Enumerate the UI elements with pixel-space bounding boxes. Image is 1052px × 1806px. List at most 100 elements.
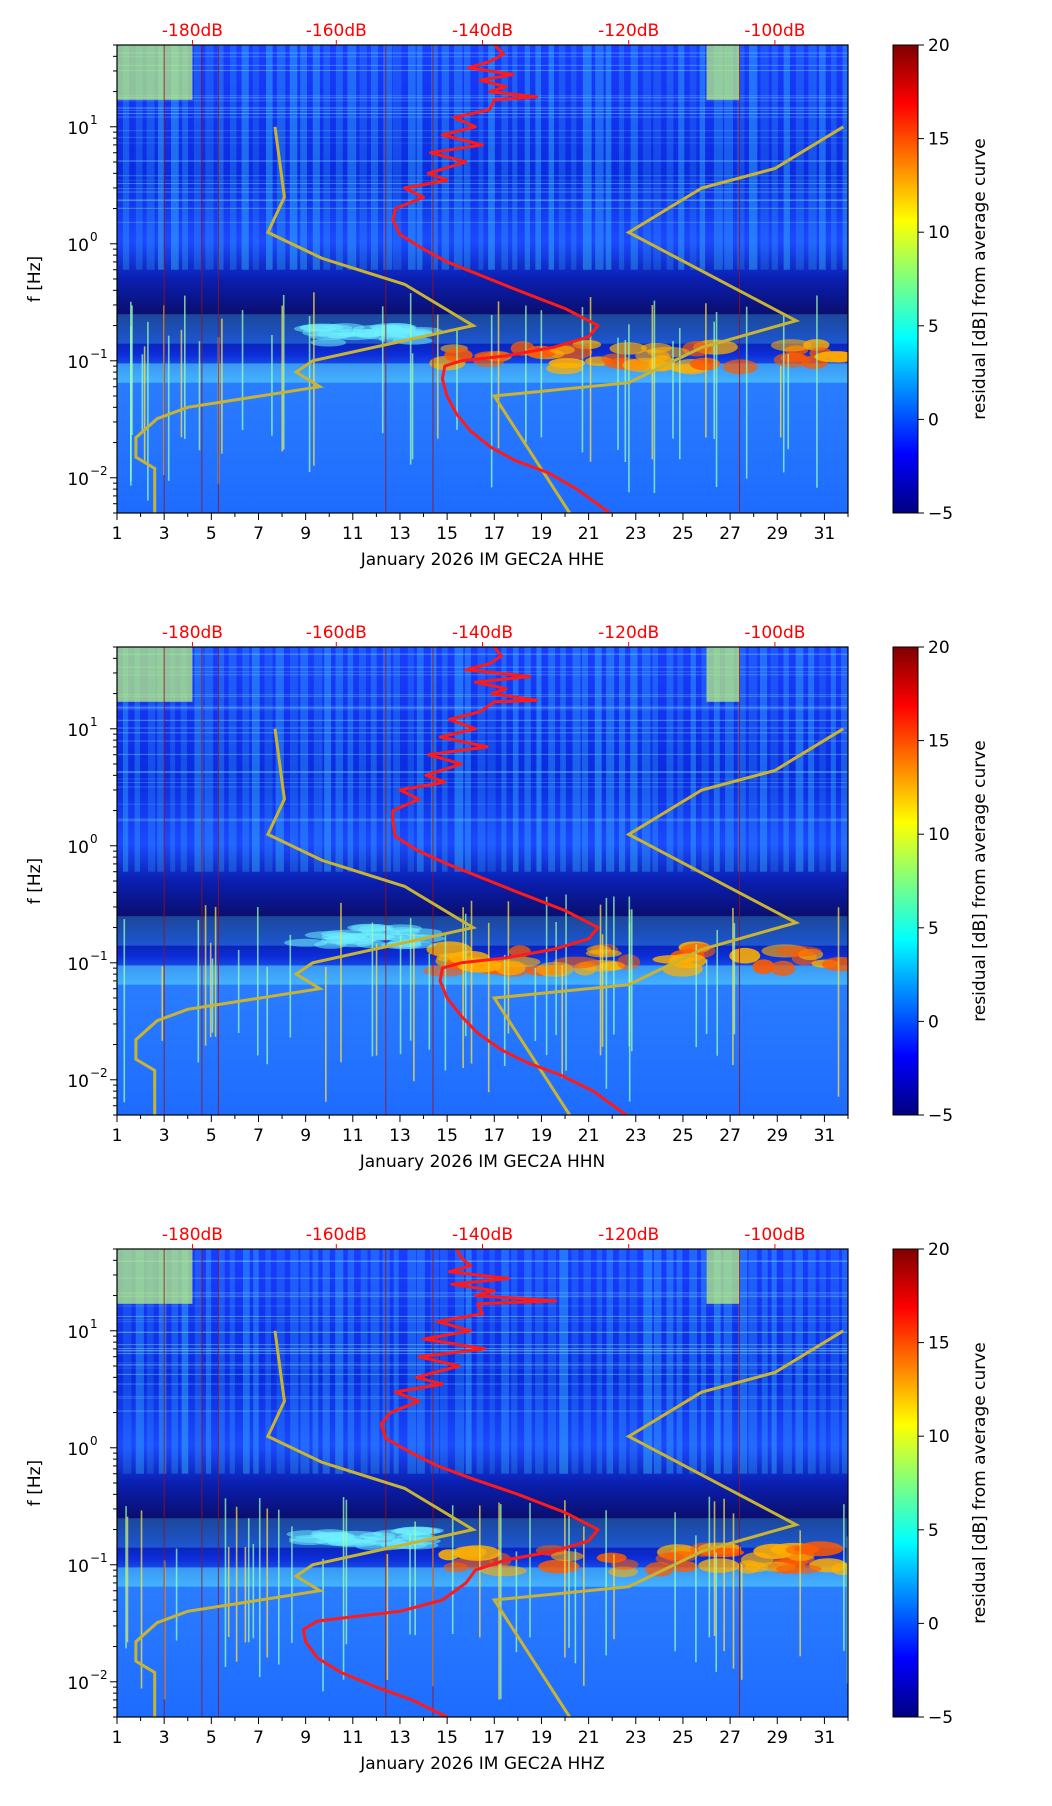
noise-streak — [830, 1249, 840, 1474]
energy-blob — [780, 353, 807, 363]
noise-line — [117, 130, 848, 132]
spectrogram-image — [117, 647, 848, 1115]
energy-blob — [821, 957, 848, 972]
top-axis-tick-label: -120dB — [598, 21, 659, 41]
noise-streak — [676, 1249, 683, 1474]
x-tick-label: 5 — [206, 1728, 217, 1748]
spectrogram-image — [117, 45, 848, 513]
noise-line — [117, 740, 848, 742]
x-tick-label: 23 — [625, 1728, 647, 1748]
x-tick-label: 3 — [159, 1126, 170, 1146]
noise-line — [117, 1353, 848, 1355]
top-axis-tick-label: -180dB — [162, 623, 223, 643]
noise-line — [117, 705, 848, 707]
y-tick-exponent: 1 — [90, 1317, 98, 1331]
noise-model-curve-high — [491, 125, 845, 513]
noise-line — [117, 56, 848, 58]
noise-streak — [761, 1249, 768, 1474]
noise-line — [117, 64, 848, 66]
noise-streak — [689, 45, 697, 270]
noise-streak — [276, 1249, 285, 1474]
noise-streak — [300, 45, 307, 270]
noise-streak — [313, 647, 323, 872]
noise-line — [117, 674, 848, 676]
noise-streak — [595, 45, 604, 270]
noise-streak — [146, 1249, 154, 1474]
noise-line — [117, 654, 848, 656]
noise-streak — [477, 647, 486, 872]
noise-streak — [652, 647, 659, 872]
noise-streak — [431, 45, 438, 270]
colorbar-tick-label: 15 — [928, 130, 950, 150]
noise-streak — [464, 45, 471, 270]
noise-streak — [583, 1249, 591, 1474]
noise-streak — [748, 1249, 758, 1474]
noise-streak — [476, 1249, 484, 1474]
noise-streak — [618, 1249, 627, 1474]
noise-line — [117, 207, 848, 209]
noise-streak — [771, 45, 778, 270]
noise-streak — [370, 1249, 380, 1474]
noise-streak — [122, 1249, 132, 1474]
energy-blob — [340, 933, 392, 942]
noise-streak — [536, 647, 542, 872]
noise-line — [117, 1260, 848, 1262]
noise-line — [117, 1373, 848, 1375]
noise-streak — [759, 647, 768, 872]
colorbar-tick-label: −5 — [928, 1106, 953, 1126]
noise-streak — [455, 1249, 464, 1474]
noise-streak — [547, 1249, 557, 1474]
noise-line — [117, 707, 848, 709]
noise-streak — [713, 647, 720, 872]
high-energy-patch — [706, 647, 740, 702]
noise-streak — [737, 647, 746, 872]
noise-streak — [524, 1249, 532, 1474]
noise-streak — [807, 1249, 816, 1474]
noise-line — [117, 107, 848, 109]
x-tick-label: 23 — [625, 524, 647, 544]
noise-streak — [289, 647, 298, 872]
colorbar-tick-label: 5 — [928, 919, 939, 939]
noise-line — [117, 107, 848, 109]
y-tick-label: 10 — [67, 119, 89, 139]
noise-streak — [416, 45, 423, 270]
noise-streak — [465, 1249, 472, 1474]
noise-line — [117, 1315, 848, 1317]
noise-streak — [653, 1249, 662, 1474]
noise-streak — [416, 647, 424, 872]
colorbar-tick-label: 20 — [928, 638, 950, 658]
noise-streak — [594, 647, 602, 872]
noise-streak — [736, 45, 745, 270]
energy-blob — [640, 343, 672, 353]
noise-streak — [748, 45, 758, 270]
noise-line — [117, 52, 848, 54]
noise-streak — [771, 1249, 777, 1474]
noise-streak — [512, 45, 518, 270]
noise-streak — [417, 1249, 425, 1474]
colorbar-tick-label: 0 — [928, 1012, 939, 1032]
colorbar-tick-label: 10 — [928, 223, 950, 243]
noise-streak — [230, 45, 237, 270]
y-tick-exponent: 0 — [90, 230, 98, 244]
noise-streak — [501, 45, 509, 270]
noise-streak — [323, 45, 331, 270]
noise-line — [117, 160, 848, 162]
microseism-haze — [117, 314, 848, 344]
noise-streak — [251, 647, 260, 872]
noise-streak — [276, 45, 286, 270]
noise-streak — [158, 1249, 167, 1474]
x-tick-label: 15 — [436, 524, 458, 544]
x-tick-label: 19 — [531, 524, 553, 544]
microseism-haze — [117, 916, 848, 946]
noise-line — [117, 221, 848, 223]
y-axis-label: f [Hz] — [25, 858, 45, 904]
noise-streak — [819, 647, 826, 872]
noise-streak — [171, 1249, 178, 1474]
noise-streak — [596, 1249, 603, 1474]
noise-streak — [134, 647, 141, 872]
noise-line — [117, 1277, 848, 1279]
noise-streak — [454, 45, 463, 270]
noise-line — [117, 781, 848, 783]
energy-blob — [536, 961, 574, 977]
